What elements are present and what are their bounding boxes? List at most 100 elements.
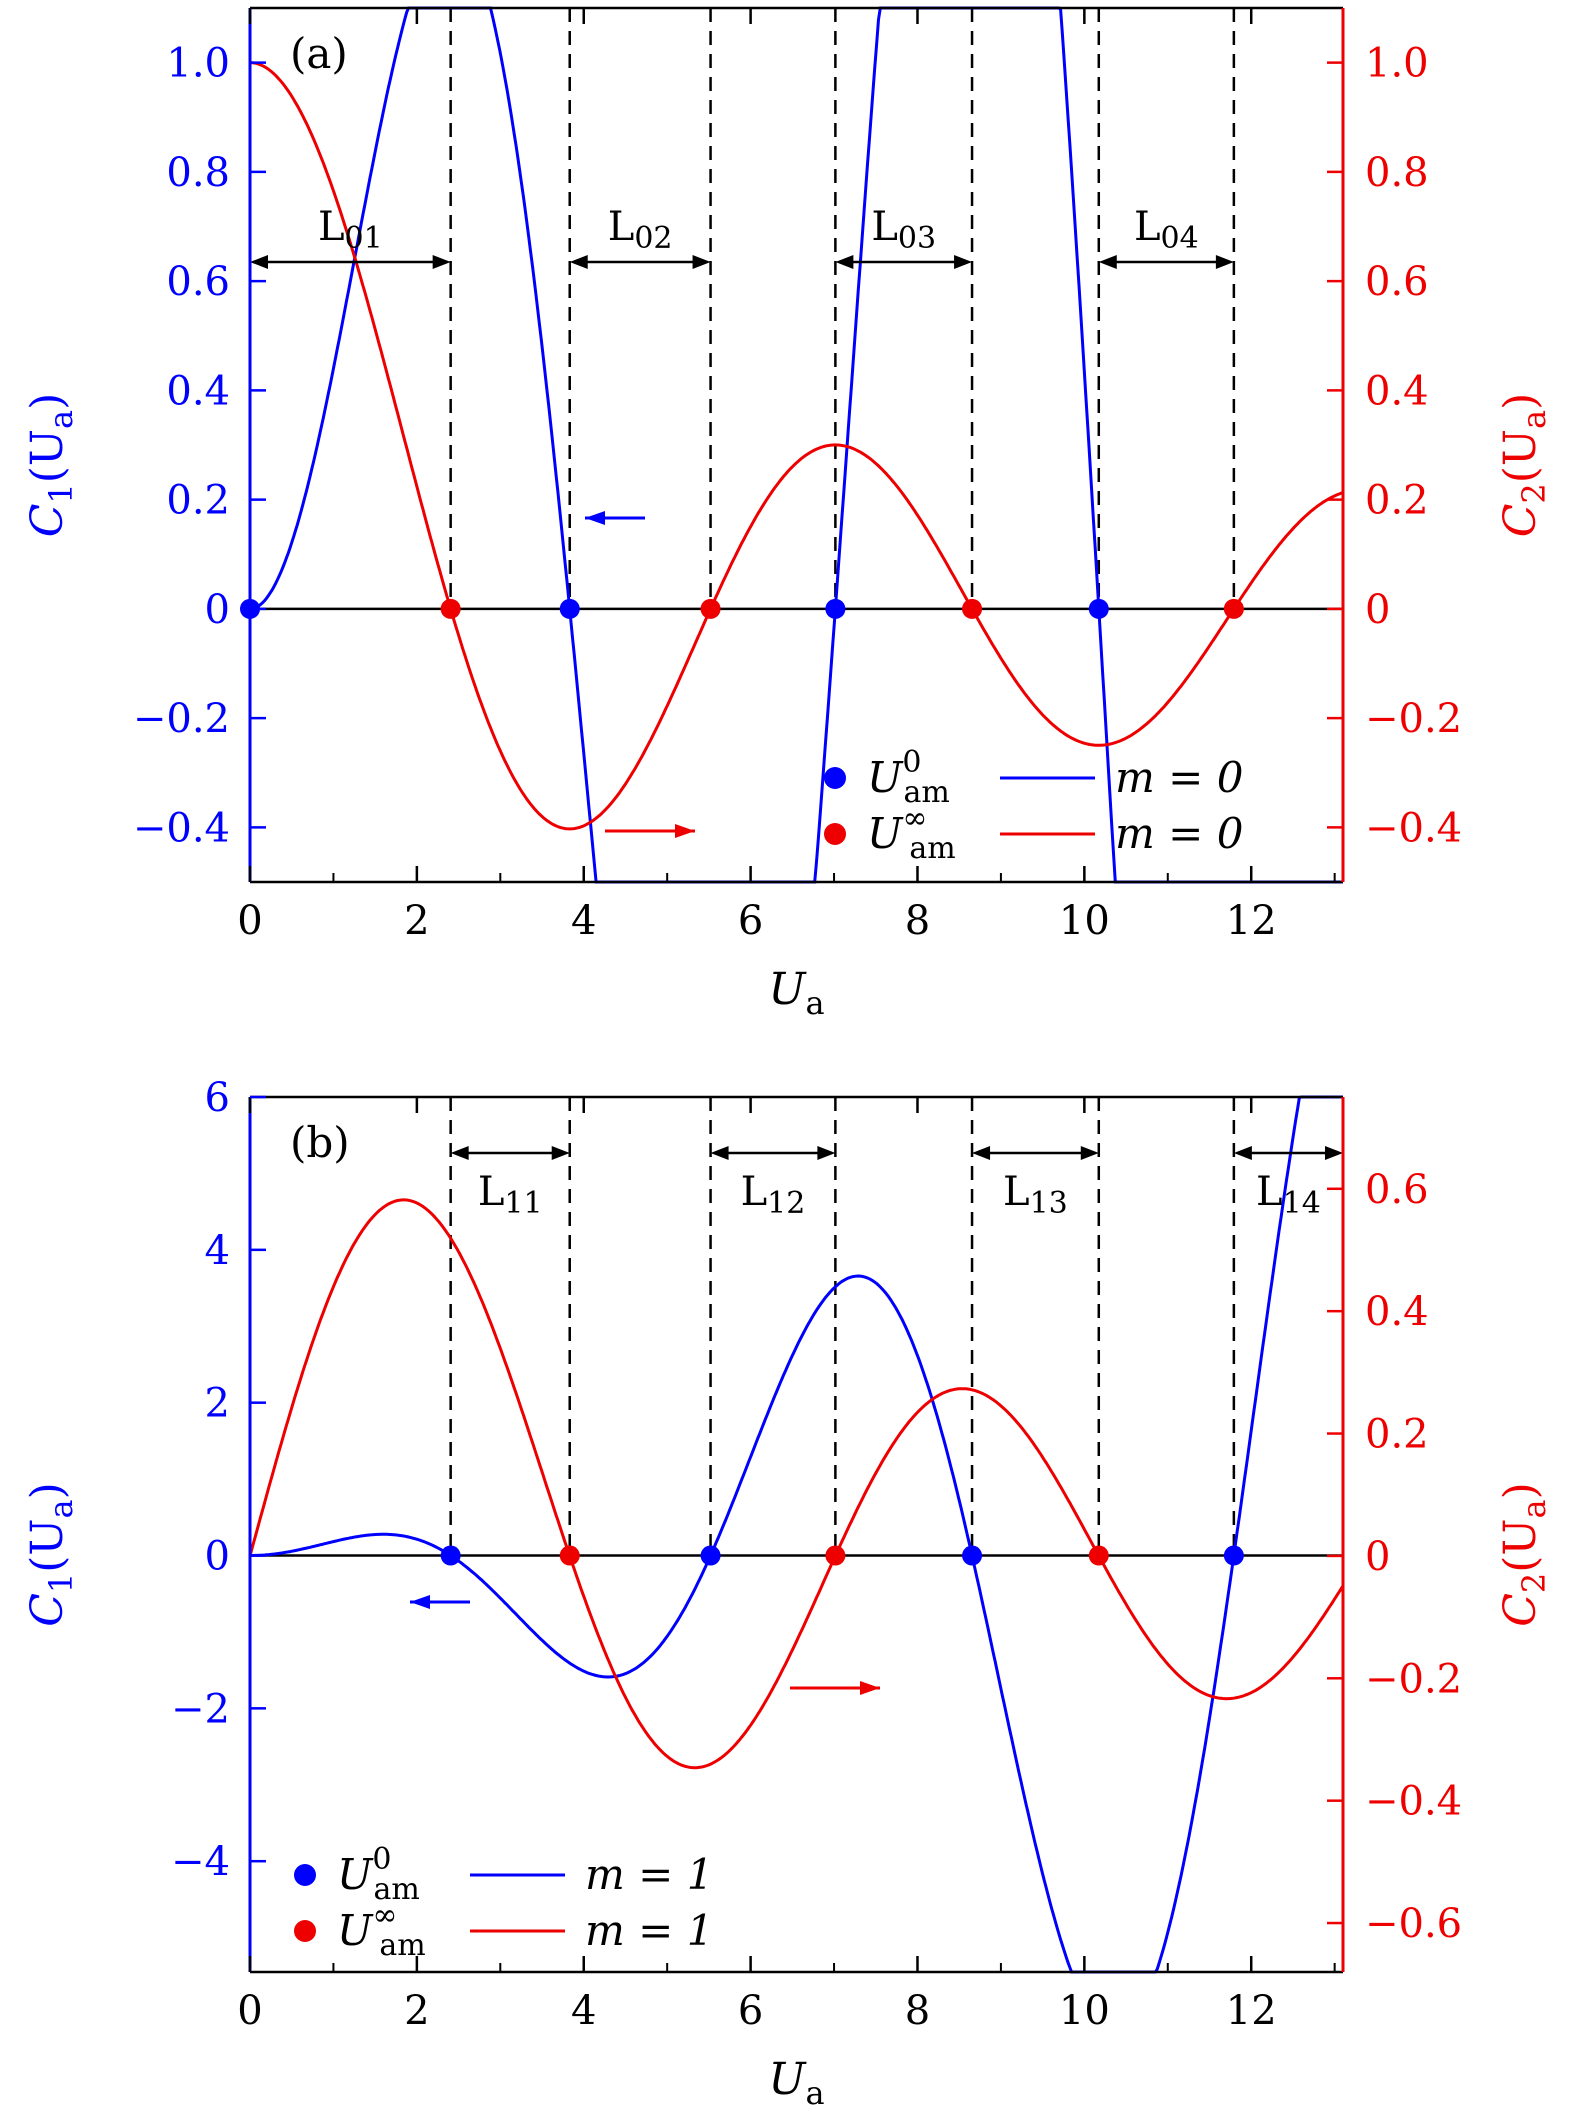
- y-left-tick-label: 4: [205, 1228, 230, 1274]
- interval-arrowhead-left: [250, 255, 268, 269]
- interval-arrowhead-left: [835, 255, 854, 269]
- y-right-axis-label: C2(Ua): [1495, 1482, 1553, 1627]
- interval-arrowhead-left: [710, 1146, 729, 1160]
- y-right-tick-label: 0: [1365, 1534, 1390, 1580]
- y-left-tick-label: 0: [205, 587, 230, 633]
- y-right-tick-label: 0.6: [1365, 1167, 1429, 1213]
- y-right-tick-label: −0.6: [1365, 1901, 1462, 1947]
- legend-symbol: U0 am: [867, 745, 950, 810]
- y-left-tick-label: 0: [205, 1534, 230, 1580]
- data-point-red: [700, 598, 721, 619]
- x-tick-label: 2: [404, 1988, 429, 2034]
- data-point-blue: [1223, 1545, 1244, 1566]
- legend-label: m = 0: [1115, 753, 1243, 802]
- interval-arrowhead-right: [1080, 1146, 1099, 1160]
- y-left-tick-label: 0.6: [166, 259, 230, 305]
- y-right-tick-label: −0.2: [1365, 696, 1462, 742]
- interval-arrowhead-left: [1098, 255, 1117, 269]
- data-point-red: [559, 1545, 580, 1566]
- interval-label: L11: [478, 1169, 543, 1221]
- x-tick-label: 6: [738, 1988, 763, 2034]
- x-tick-label: 8: [905, 898, 930, 944]
- x-tick-label: 8: [905, 1988, 930, 2034]
- legend-marker: [824, 823, 846, 845]
- legend-symbol: U∞ am: [867, 801, 956, 866]
- y-right-tick-label: 0.2: [1365, 1412, 1429, 1458]
- interval-label: L01: [318, 204, 383, 256]
- y-left-tick-label: 0.4: [166, 368, 230, 414]
- legend-marker: [294, 1864, 316, 1886]
- red-axis-arrowhead: [860, 1681, 880, 1695]
- x-tick-label: 12: [1226, 898, 1277, 944]
- panel-b: L11 L12 L13 L14 0 2 4 6 8 10 12 −4 −2 0 2 4 6 −0.6 −0.4 −0.…: [22, 1075, 1553, 2111]
- y-right-tick-label: −0.4: [1365, 1779, 1462, 1825]
- x-tick-label: 12: [1226, 1988, 1277, 2034]
- y-left-tick-label: 0.2: [166, 478, 230, 524]
- data-point-red: [1088, 1545, 1109, 1566]
- y-left-tick-label: 2: [205, 1381, 230, 1427]
- legend-marker: [294, 1920, 316, 1942]
- interval-arrowhead-left: [972, 1146, 991, 1160]
- y-left-tick-label: 0.8: [166, 150, 230, 196]
- y-left-axis-label: C1(Ua): [22, 1482, 80, 1627]
- interval-arrowhead-right: [954, 255, 973, 269]
- y-left-axis-label: C1(Ua): [22, 393, 80, 538]
- legend-symbol: U0 am: [337, 1842, 420, 1907]
- x-tick-label: 2: [404, 898, 429, 944]
- y-right-tick-label: −0.4: [1365, 805, 1462, 851]
- y-left-tick-label: −2: [171, 1686, 230, 1732]
- x-tick-label: 6: [738, 898, 763, 944]
- legend-label: m = 1: [585, 1906, 713, 1955]
- interval-arrowhead-right: [692, 255, 711, 269]
- interval-label: L12: [741, 1169, 806, 1221]
- y-left-tick-label: −4: [171, 1839, 230, 1885]
- interval-arrowhead-left: [569, 255, 588, 269]
- blue-axis-arrowhead: [585, 511, 605, 525]
- interval-label: L03: [871, 204, 936, 256]
- data-point-red: [1223, 598, 1244, 619]
- data-point-blue: [700, 1545, 721, 1566]
- data-point-red: [962, 598, 983, 619]
- interval-arrowhead-right: [1325, 1146, 1343, 1160]
- interval-arrowhead-right: [1215, 255, 1234, 269]
- data-point-blue: [440, 1545, 461, 1566]
- legend-marker: [824, 767, 846, 789]
- y-right-tick-label: 0.4: [1365, 368, 1429, 414]
- x-tick-label: 10: [1059, 1988, 1110, 2034]
- series-line-blue: [249, 6, 1343, 884]
- legend-label: m = 0: [1115, 809, 1243, 858]
- interval-label: L13: [1003, 1169, 1068, 1221]
- y-left-tick-label: 1.0: [166, 41, 230, 87]
- y-left-tick-label: −0.4: [133, 805, 230, 851]
- y-right-tick-label: 0.8: [1365, 150, 1429, 196]
- y-right-tick-label: −0.2: [1365, 1656, 1462, 1702]
- data-point-blue: [825, 598, 846, 619]
- interval-arrowhead-right: [817, 1146, 836, 1160]
- x-tick-label: 10: [1059, 898, 1110, 944]
- y-left-tick-label: 6: [205, 1075, 230, 1121]
- legend-label: m = 1: [585, 1850, 713, 1899]
- x-tick-label: 0: [237, 1988, 262, 2034]
- panel-label: (a): [290, 29, 348, 78]
- interval-arrowhead-left: [450, 1146, 469, 1160]
- data-point-red: [440, 598, 461, 619]
- panel-label: (b): [290, 1118, 350, 1167]
- data-point-red: [825, 1545, 846, 1566]
- data-point-blue: [1088, 598, 1109, 619]
- y-right-tick-label: 0.4: [1365, 1289, 1429, 1335]
- x-tick-label: 4: [571, 898, 596, 944]
- interval-label: L02: [608, 204, 673, 256]
- y-left-tick-label: −0.2: [133, 696, 230, 742]
- interval-label: L04: [1134, 204, 1199, 256]
- y-right-tick-label: 1.0: [1365, 41, 1429, 87]
- blue-axis-arrowhead: [410, 1595, 430, 1609]
- data-point-blue: [962, 1545, 983, 1566]
- x-tick-label: 0: [237, 898, 262, 944]
- series-line-red: [248, 1198, 1345, 1770]
- y-right-axis-label: C2(Ua): [1495, 393, 1553, 538]
- interval-arrowhead-right: [551, 1146, 570, 1160]
- red-axis-arrowhead: [675, 824, 695, 838]
- x-axis-label: Ua: [768, 964, 824, 1022]
